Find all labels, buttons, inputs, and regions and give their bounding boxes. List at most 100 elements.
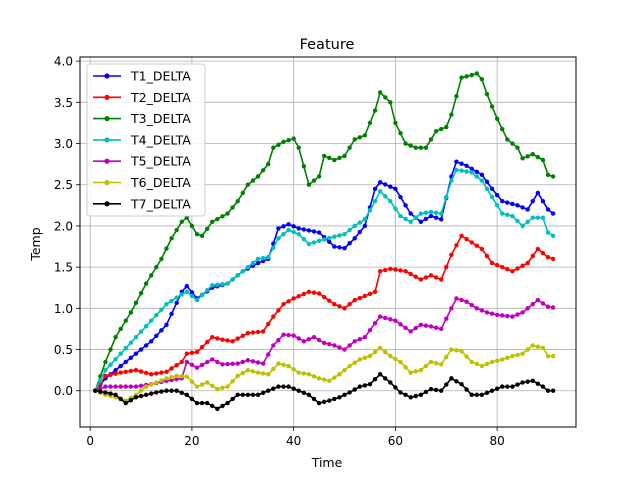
data-point [444, 354, 449, 360]
data-point [113, 392, 118, 398]
data-point [474, 306, 479, 311]
data-point [271, 245, 276, 250]
data-point [291, 229, 296, 235]
data-point [337, 155, 342, 161]
data-point [494, 358, 500, 363]
data-point [418, 211, 424, 216]
data-point [469, 359, 474, 365]
data-point [169, 388, 174, 393]
data-point [535, 190, 541, 196]
data-point [194, 297, 200, 303]
data-point [225, 338, 230, 343]
data-point [423, 389, 429, 395]
data-point [550, 233, 556, 239]
data-point [199, 400, 205, 406]
data-point [530, 253, 535, 259]
data-point [474, 71, 479, 76]
data-point [164, 376, 169, 381]
legend-item: T4_DELTA [93, 132, 191, 147]
data-point [123, 384, 128, 389]
data-point [342, 306, 347, 311]
data-point [281, 231, 286, 237]
y-tick-label: 4.0 [54, 55, 73, 69]
chart-title: Feature [300, 37, 355, 53]
data-point [250, 359, 256, 364]
data-point [444, 194, 449, 200]
data-point [179, 219, 184, 225]
data-point [291, 296, 296, 301]
data-point [138, 383, 144, 388]
data-point [149, 382, 154, 387]
data-point [449, 178, 454, 183]
data-point [245, 330, 251, 336]
data-point [408, 219, 413, 225]
data-point [535, 154, 541, 160]
data-point [377, 180, 383, 185]
data-point [362, 223, 368, 229]
y-axis-label: Temp [28, 227, 43, 261]
data-point [215, 386, 220, 392]
data-point [149, 273, 154, 278]
data-point [454, 167, 459, 173]
data-point [449, 112, 454, 117]
data-point [235, 373, 240, 379]
data-point [525, 306, 530, 311]
data-point [413, 215, 418, 220]
data-point [260, 361, 266, 366]
data-point [464, 354, 469, 359]
data-point [484, 186, 490, 192]
data-point [174, 363, 179, 368]
data-point [210, 283, 215, 288]
data-point [337, 304, 342, 309]
data-point [388, 100, 393, 105]
data-point [515, 312, 520, 317]
data-point [469, 302, 474, 308]
data-point [327, 298, 332, 303]
data-point [286, 299, 291, 304]
data-point [484, 310, 490, 315]
data-point [398, 131, 403, 136]
data-point [332, 157, 337, 163]
data-point [510, 269, 515, 274]
data-point [459, 381, 464, 387]
data-point [240, 359, 245, 365]
data-point [194, 349, 200, 355]
data-point [220, 403, 225, 409]
legend-marker [104, 73, 110, 79]
y-tick-label: 3.5 [54, 96, 73, 110]
data-point [393, 186, 398, 192]
data-point [438, 326, 444, 332]
data-point [316, 230, 322, 235]
data-point [372, 108, 378, 113]
data-point [510, 384, 515, 389]
data-point [423, 210, 429, 215]
data-point [545, 304, 551, 309]
data-point [454, 296, 459, 301]
data-point [500, 357, 505, 362]
data-point [428, 137, 434, 142]
data-point [199, 382, 205, 387]
data-point [403, 365, 408, 370]
data-point [515, 145, 520, 150]
data-point [510, 141, 515, 146]
data-point [423, 216, 429, 222]
data-point [438, 126, 444, 132]
data-point [266, 255, 271, 260]
data-point [159, 370, 164, 375]
data-point [464, 299, 469, 304]
y-tick-label: 0.5 [54, 343, 73, 357]
data-point [235, 199, 240, 204]
data-point [174, 377, 179, 382]
data-point [149, 391, 154, 396]
data-point [525, 260, 530, 266]
data-point [169, 366, 174, 371]
data-point [494, 203, 500, 208]
data-point [123, 345, 128, 351]
data-point [464, 236, 469, 242]
data-point [352, 137, 357, 142]
data-point [123, 318, 128, 323]
data-point [123, 369, 128, 374]
data-point [174, 388, 179, 393]
data-point [367, 291, 373, 297]
data-point [505, 137, 510, 142]
